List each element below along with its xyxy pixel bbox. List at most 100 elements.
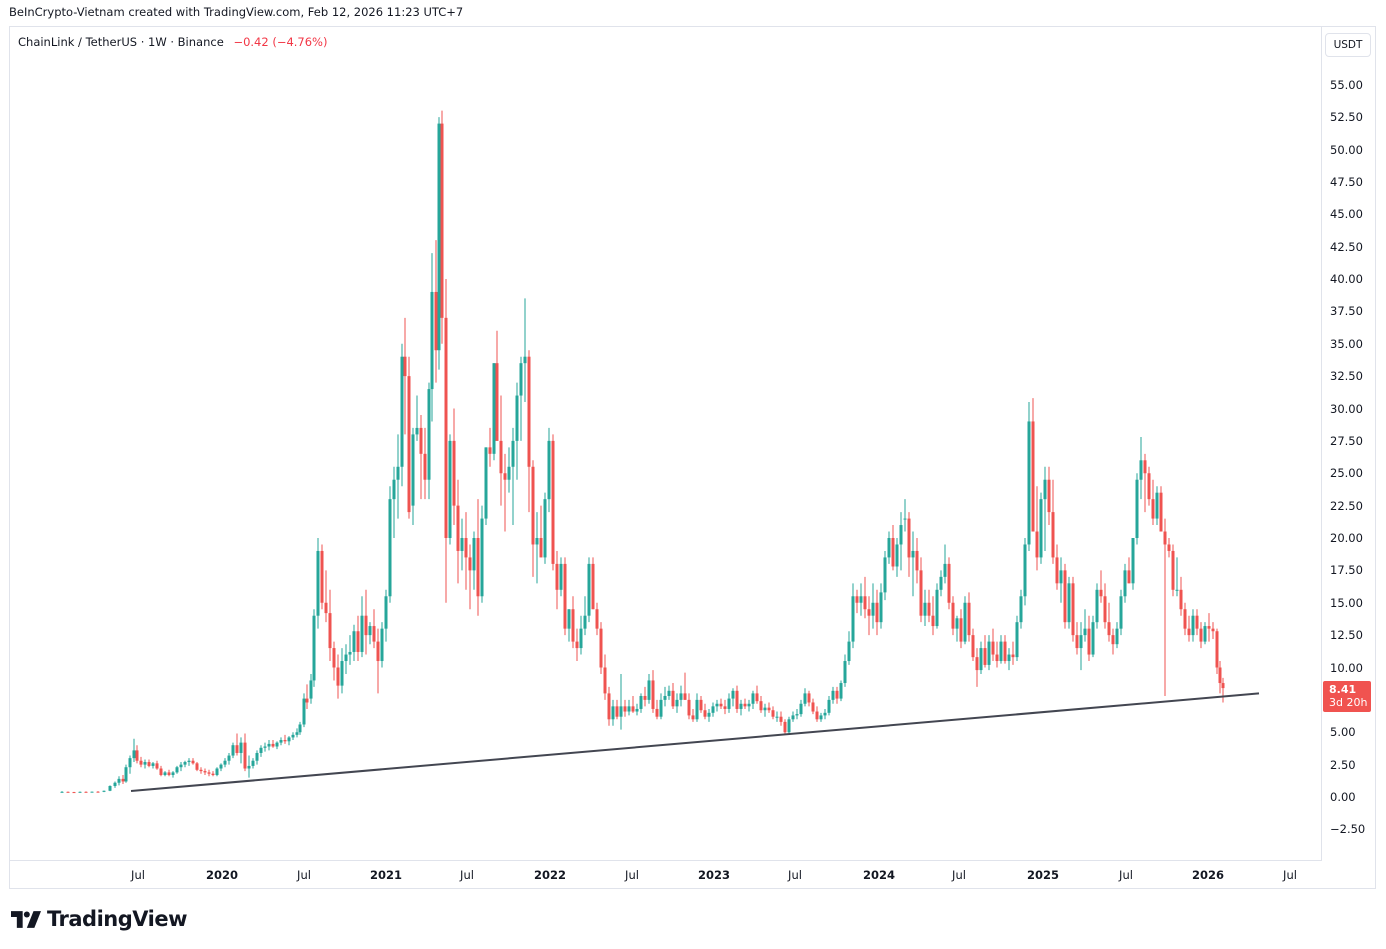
candle-body xyxy=(305,698,309,703)
candle-body xyxy=(403,356,407,377)
candle-body xyxy=(1043,479,1047,500)
candle-body xyxy=(1039,499,1043,558)
candle-body xyxy=(859,596,863,603)
candle-body xyxy=(1051,512,1055,558)
candle-body xyxy=(679,693,683,700)
symbol-legend[interactable]: ChainLink / TetherUS · 1W · Binance −0.4… xyxy=(18,35,327,49)
tradingview-logo-icon xyxy=(11,910,41,928)
candle-body xyxy=(959,618,963,642)
time-tick: Jul xyxy=(460,868,474,882)
candle-body xyxy=(571,609,575,642)
candle-body xyxy=(419,427,423,454)
candle-body xyxy=(199,769,203,772)
price-tick: −2.50 xyxy=(1330,822,1366,837)
candle-body xyxy=(132,750,136,759)
candle-body xyxy=(507,466,511,480)
candle-body xyxy=(1107,622,1111,636)
candle-body xyxy=(430,291,434,390)
candle-body xyxy=(476,538,480,597)
candle-body xyxy=(607,693,611,720)
candle-body xyxy=(407,376,411,513)
candle-body xyxy=(595,609,599,629)
tradingview-logo[interactable]: TradingView xyxy=(11,907,187,931)
candle-body xyxy=(627,706,631,712)
candle-body xyxy=(1221,683,1225,689)
candle-body xyxy=(731,690,735,699)
candle-body xyxy=(139,760,143,765)
candle-body xyxy=(480,518,484,597)
currency-button[interactable]: USDT xyxy=(1325,33,1371,57)
candle-body xyxy=(727,698,731,709)
candle-body xyxy=(935,589,939,627)
candle-body xyxy=(283,740,287,742)
price-chart-plot[interactable] xyxy=(10,27,1321,861)
symbol-title[interactable]: ChainLink / TetherUS · 1W · Binance xyxy=(18,35,224,49)
candle-body xyxy=(279,740,283,743)
candle-body xyxy=(943,563,947,577)
candle-body xyxy=(231,745,235,756)
candle-body xyxy=(113,782,117,786)
candle-body xyxy=(179,764,183,768)
candle-body xyxy=(891,538,895,567)
candle-body xyxy=(328,613,332,649)
candle-body xyxy=(519,363,523,396)
candle-body xyxy=(124,767,128,782)
time-axis[interactable] xyxy=(10,860,1321,889)
time-tick: Jul xyxy=(788,868,802,882)
time-tick: Jul xyxy=(297,868,311,882)
candle-body xyxy=(783,721,787,733)
candle-body xyxy=(919,570,923,616)
price-tick: 17.50 xyxy=(1330,563,1363,578)
candle-body xyxy=(615,706,619,717)
candle-body xyxy=(1127,570,1131,584)
candle-body xyxy=(159,768,163,775)
candle-body xyxy=(128,758,132,768)
support-trendline[interactable] xyxy=(130,692,1260,793)
candle-body xyxy=(1047,479,1051,513)
candle-body xyxy=(1027,421,1031,545)
candle-body xyxy=(243,742,247,769)
candle-body xyxy=(1083,628,1087,636)
price-axis[interactable] xyxy=(1321,27,1376,861)
candle-body xyxy=(1059,570,1063,584)
candle-body xyxy=(871,602,875,616)
candle-body xyxy=(1103,596,1107,623)
candle-body xyxy=(495,363,499,441)
candle-body xyxy=(291,734,295,738)
candle-body xyxy=(1095,589,1099,623)
candle-body xyxy=(298,724,302,733)
price-tick: 35.00 xyxy=(1330,336,1363,351)
candle-body xyxy=(207,772,211,774)
price-tick: 37.50 xyxy=(1330,304,1363,319)
candle-body xyxy=(623,706,627,712)
candle-body xyxy=(259,747,263,753)
candle-body xyxy=(1087,628,1091,655)
price-tick: 32.50 xyxy=(1330,369,1363,384)
candle-body xyxy=(671,690,675,707)
candle-body xyxy=(951,602,955,629)
candle-body xyxy=(707,712,711,717)
candle-body xyxy=(503,473,507,480)
candle-body xyxy=(563,563,567,629)
candle-body xyxy=(911,550,915,558)
candle-body xyxy=(963,602,967,642)
candle-body xyxy=(651,680,655,709)
price-tick: 20.00 xyxy=(1330,531,1363,545)
candle-body xyxy=(611,706,615,720)
candle-body xyxy=(121,778,125,782)
candle-body xyxy=(547,440,551,500)
candle-body xyxy=(227,755,231,761)
candle-body xyxy=(1171,550,1175,590)
candle-body xyxy=(843,661,847,684)
candle-body xyxy=(332,648,336,668)
candle-body xyxy=(511,440,515,467)
candle-body xyxy=(1215,631,1219,668)
candle-body xyxy=(352,631,356,652)
candle-body xyxy=(84,791,88,793)
time-tick: 2021 xyxy=(369,868,403,882)
time-tick: Jul xyxy=(1119,868,1133,882)
candle-body xyxy=(1055,557,1059,584)
candle-body xyxy=(879,592,883,623)
price-change: −0.42 (−4.76%) xyxy=(233,35,328,49)
candle-body xyxy=(1035,531,1039,558)
